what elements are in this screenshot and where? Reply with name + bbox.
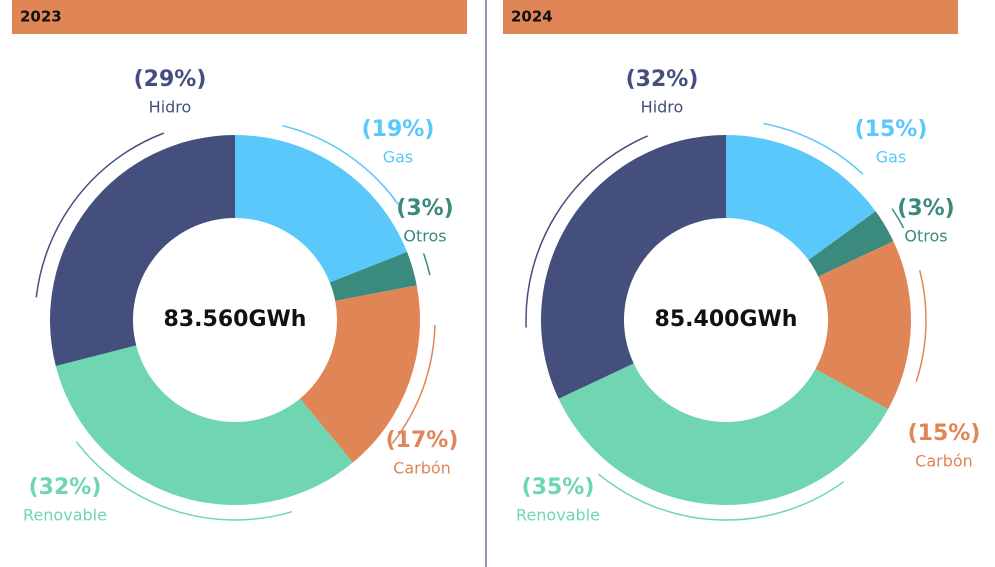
panel-title: 2024 [511, 8, 553, 26]
center-label: 85.400GWh [655, 307, 798, 332]
slice [815, 241, 911, 410]
slice [300, 285, 420, 463]
category-label: Carbón [915, 452, 973, 471]
value-label: (15%) [908, 421, 981, 446]
value-label: (35%) [522, 475, 595, 500]
label-arc [763, 122, 864, 175]
slice [808, 211, 894, 277]
slice [329, 251, 417, 301]
label-arc [35, 132, 164, 298]
label-arc [915, 270, 927, 383]
label-arc [391, 325, 436, 445]
category-label: Gas [383, 148, 414, 167]
category-label: Hidro [641, 98, 684, 117]
slice [541, 135, 726, 399]
center-label: 83.560GWh [164, 307, 307, 332]
label-arc [598, 473, 844, 521]
label-arc [422, 253, 431, 276]
value-label: (32%) [29, 475, 102, 500]
slice [55, 345, 353, 505]
label-arc [75, 441, 293, 521]
value-label: (19%) [362, 117, 435, 142]
value-label: (17%) [386, 428, 459, 453]
value-label: (3%) [396, 196, 453, 221]
header-bar [12, 0, 467, 34]
category-label: Renovable [516, 506, 600, 525]
slice [235, 135, 408, 283]
value-label: (15%) [855, 117, 928, 142]
panel-title: 2023 [20, 8, 62, 26]
category-label: Renovable [23, 506, 107, 525]
category-label: Otros [403, 227, 446, 246]
slice [558, 363, 889, 505]
category-label: Otros [904, 227, 947, 246]
category-label: Hidro [149, 98, 192, 117]
label-arc [282, 124, 399, 205]
label-arc [891, 208, 905, 229]
category-label: Gas [876, 148, 907, 167]
value-label: (3%) [897, 196, 954, 221]
value-label: (29%) [134, 67, 207, 92]
label-arc [525, 135, 649, 328]
header-bar [503, 0, 958, 34]
slice [49, 135, 235, 367]
slice [726, 135, 876, 261]
category-label: Carbón [393, 459, 451, 478]
value-label: (32%) [626, 67, 699, 92]
